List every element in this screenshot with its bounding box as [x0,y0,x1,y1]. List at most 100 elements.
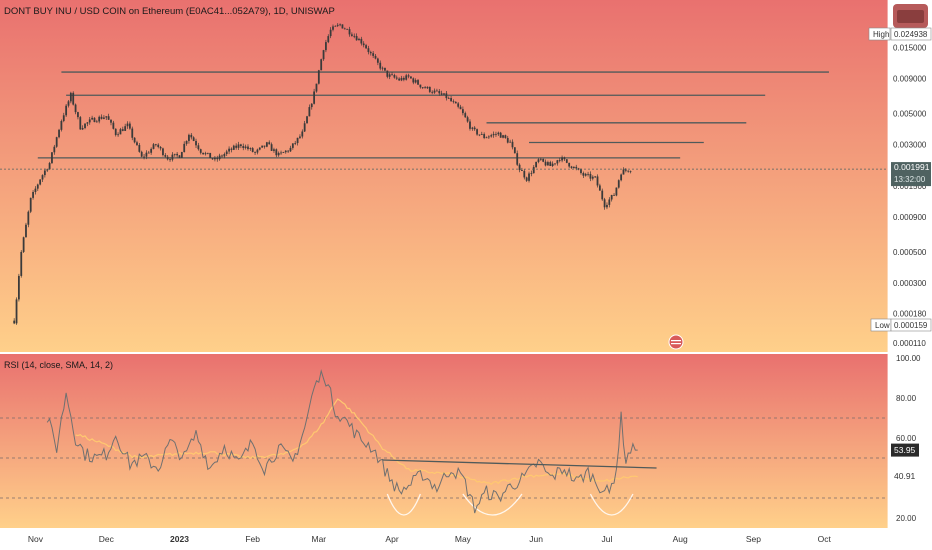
candle-body [209,152,212,159]
flag-icon[interactable] [668,334,684,350]
candle-body [365,45,367,49]
candle-body [216,158,219,160]
candle-body [119,129,122,135]
candle-body [317,70,320,84]
candle-body [610,194,613,200]
price-pane-background [0,0,888,352]
candle-body [93,117,96,123]
candle-body [561,157,563,161]
last-price-value: 0.001991 [894,162,930,172]
rsi-title: RSI (14, close, SMA, 14, 2) [4,360,113,370]
candle-body [367,48,370,53]
low-value-badge [890,318,932,332]
divergence-arc [386,493,421,516]
price-tick-label: 0.003000 [893,140,927,149]
candle-body [202,152,205,155]
candle-body [277,152,280,156]
candle-body [386,70,389,77]
candle-body [431,91,434,93]
candle-body [13,320,16,324]
candle-body [528,173,530,181]
candle-body [329,29,332,37]
divergence-arc [589,493,634,516]
time-tick-label: Mar [312,534,327,544]
chart-title: DONT BUY INU / USD COIN on Ethereum (E0A… [4,6,335,17]
candle-body [542,158,545,162]
candle-body [58,129,60,138]
candle-body [391,74,393,76]
candle-body [197,145,200,150]
rsi-ma-line [75,398,638,486]
candle-body [20,251,23,276]
candle-body [242,146,245,149]
candle-body [25,224,27,238]
candle-body [483,134,486,138]
candle-body [398,78,401,81]
candle-body [412,78,415,83]
candle-body [584,173,587,176]
candle-body [620,174,623,181]
candle-body [436,90,438,92]
candle-body [154,144,157,146]
candle-body [206,152,209,154]
candle-body [336,24,339,26]
candle-body [301,131,304,137]
candle-body [478,134,481,136]
candle-body [577,168,580,170]
candle-body [180,152,183,158]
rsi-axis[interactable]: 100.00 80.00 60.00 20.00 [896,354,921,523]
candle-body [596,176,599,186]
candle-body [480,134,483,135]
candle-body [530,173,533,174]
candle-body [461,109,464,114]
candle-body [414,80,417,83]
candle-body [214,158,216,160]
candle-body [322,50,325,60]
candle-body [549,162,552,167]
candle-body [98,116,101,122]
candle-body [558,160,561,162]
price-tick-label: 0.000110 [893,339,926,348]
candle-body [244,146,247,149]
candle-body [114,128,117,135]
candle-body [525,177,528,181]
candle-body [157,144,160,148]
candle-body [343,28,346,30]
candle-body [589,173,592,179]
candle-body [606,204,608,208]
candle-body [400,77,403,81]
candle-body [459,106,462,110]
candle-body [15,299,18,324]
candle-body [150,148,153,153]
candle-body [105,116,108,118]
price-tick-label: 0.000500 [893,248,927,257]
candle-body [603,199,606,208]
candle-body [466,117,469,122]
candle-body [247,146,249,150]
price-axis[interactable]: 0.015000 0.009000 0.005000 0.003000 0.001500… [887,0,927,528]
candle-body [358,38,360,41]
candle-body [551,163,554,167]
candle-body [421,87,424,89]
time-axis[interactable]: Nov Dec 2023 Feb Mar Apr May Jun Jul Aug Sep Oct [28,534,832,544]
time-tick-label: Feb [245,534,260,544]
candle-body [211,158,214,160]
candle-body [17,275,20,300]
candle-body [497,132,500,135]
candle-body [355,36,358,41]
candle-body [192,137,195,141]
candle-body [350,34,353,36]
time-tick-label: Nov [28,534,44,544]
candle-body [228,148,230,152]
candle-body [232,145,235,150]
candle-body [339,24,341,26]
candle-body [162,148,164,156]
candle-body [69,92,72,102]
candle-body [103,117,105,119]
pane-separator[interactable] [0,352,932,354]
candle-body [495,133,497,135]
price-tick-label: 0.009000 [893,74,927,83]
candle-body [55,137,58,147]
candle-body [136,142,138,146]
